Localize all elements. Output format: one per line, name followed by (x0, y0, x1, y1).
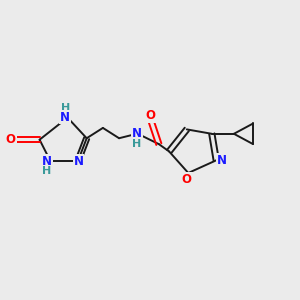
Text: N: N (42, 155, 52, 168)
Text: O: O (6, 133, 16, 146)
Text: N: N (60, 110, 70, 124)
Text: H: H (61, 103, 71, 113)
Text: H: H (132, 139, 141, 148)
Text: N: N (217, 154, 227, 167)
Text: O: O (182, 173, 192, 186)
Text: O: O (145, 109, 155, 122)
Text: N: N (132, 127, 142, 140)
Text: H: H (42, 166, 52, 176)
Text: N: N (74, 155, 83, 168)
